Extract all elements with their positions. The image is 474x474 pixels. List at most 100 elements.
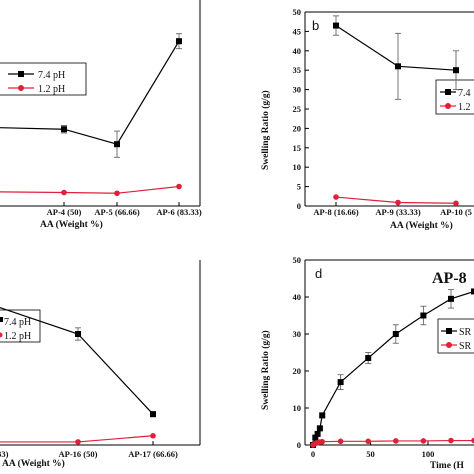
panel-d-xtick-label-1: 50 <box>366 449 375 459</box>
panel-c-xtick-label-1: AP-16 (50) <box>59 449 98 459</box>
panel-d-series-0-point-9 <box>448 295 454 302</box>
panel-a-series-1-line <box>0 185 180 194</box>
panel-d-legend: SR SR <box>441 327 472 352</box>
panel-b-ytick-label-4: 20 <box>293 123 302 133</box>
panel-a-series-1-point-1 <box>61 189 67 196</box>
panel-a-legend-label-ph12: 1.2 pH <box>38 84 65 95</box>
panel-b-ytick-label-5: 25 <box>293 104 302 114</box>
panel-d-legend-marker-sr2 <box>446 342 452 348</box>
panel-d: d AP-8 Time (H Swelling Ratio (g/g) SR S… <box>260 259 474 471</box>
panel-d-legend-box <box>437 318 474 354</box>
panel-a-legend-box <box>0 62 87 96</box>
panel-b-xlabel: AA (Weight %) <box>390 220 453 231</box>
panel-c-legend-label-ph74: 7.4 pH <box>4 317 31 328</box>
panel-a-xtick-label-3: AP-6 (83.33) <box>156 207 201 217</box>
panel-b-series-0-point-0 <box>333 22 339 29</box>
panel-b-xtick-label-0: AP-8 (16.66) <box>313 207 358 217</box>
panel-a-series-0-point-1 <box>61 126 67 133</box>
panel-a-xtick-label-1: AP-4 (50) <box>47 207 82 217</box>
panel-b-legend-marker-12 <box>445 103 451 109</box>
panel-d-ytick-label-5: 50 <box>293 255 302 265</box>
panel-d-xlabel: Time (H <box>430 460 464 471</box>
panel-b-legend-label-12: 1.2 <box>458 102 471 113</box>
panel-c-legend-marker-ph12 <box>0 332 3 338</box>
panel-d-series-0-point-10 <box>471 288 474 295</box>
panel-b-series-0-point-1 <box>395 63 401 70</box>
panel-d-series-0-point-3 <box>316 425 323 432</box>
panel-b-ylabel: Swelling Ratio (g/g) <box>260 90 271 170</box>
panel-d-ytick-label-2: 20 <box>293 366 302 376</box>
panel-d-series-0-point-8 <box>420 312 427 319</box>
panel-d-series-1-point-5 <box>337 438 344 445</box>
panel-c-series-1-point-1 <box>75 439 81 445</box>
panel-d-ytick-label-3: 30 <box>293 329 302 339</box>
panel-c-series-0-point-1 <box>75 331 81 337</box>
panel-d-series-1-point-10 <box>471 437 474 444</box>
panel-b-letter: b <box>312 18 319 33</box>
panel-a-legend-marker-ph74 <box>18 71 24 77</box>
panel-c-series-0-point-2 <box>150 411 156 418</box>
chart-marks: (3.33)AP-4 (50)AP-5 (66.66)AP-6 (83.33)0… <box>0 7 474 459</box>
panel-d-legend-label-sr1: SR <box>459 327 472 338</box>
panel-d-ytick-label-4: 40 <box>293 292 302 302</box>
panel-b-xtick-label-1: AP-9 (33.33) <box>375 207 420 217</box>
panel-b-ytick-label-8: 40 <box>293 46 302 56</box>
panel-d-series-1-point-6 <box>365 438 372 445</box>
panel-c-legend-box <box>0 309 41 343</box>
panel-c-xtick-label-2: AP-17 (66.66) <box>128 449 178 459</box>
panel-a-series-0-point-3 <box>176 38 182 45</box>
panel-d-series-0-point-2 <box>314 430 321 437</box>
panel-b-legend-marker-74 <box>445 89 451 95</box>
panel-a-xlabel: AA (Weight %) <box>40 219 103 230</box>
panel-b-ytick-label-10: 50 <box>293 7 302 17</box>
panel-d-ytick-label-1: 10 <box>293 403 302 413</box>
panel-d-series-0-point-6 <box>365 355 372 362</box>
panel-b-legend: 7.4 1.2 <box>440 88 471 113</box>
panel-d-series-1-point-4 <box>319 438 326 445</box>
panel-d-legend-marker-sr1 <box>446 328 452 334</box>
panel-d-series-0-point-1 <box>312 434 319 441</box>
panel-b-legend-label-74: 7.4 <box>458 88 471 99</box>
panel-b-ytick-label-6: 30 <box>293 85 302 95</box>
panel-d-xtick-label-2: 100 <box>422 449 435 459</box>
panel-d-ytick-label-0: 0 <box>297 440 301 450</box>
panel-b-series-0-point-2 <box>453 67 459 74</box>
panel-d-series-0-point-7 <box>392 331 399 337</box>
panel-a-legend: 7.4 pH 1.2 pH <box>8 70 65 95</box>
panel-c-series-1-point-2 <box>150 432 156 439</box>
panel-a-series-1-point-2 <box>114 190 120 197</box>
panel-d-legend-label-sr2: SR <box>459 341 472 352</box>
panel-d-letter: d <box>315 266 322 281</box>
panel-b-xtick-label-2: AP-10 (5 <box>440 207 472 217</box>
panel-c-xlabel: AA (Weight %) <box>2 458 65 469</box>
panel-b-series-1-point-2 <box>453 200 459 207</box>
panel-d-series-1-point-9 <box>448 437 454 444</box>
panel-a-series-0-line <box>0 40 180 145</box>
panel-d-ylabel: Swelling Ratio (g/g) <box>260 330 271 410</box>
panel-d-title: AP-8 <box>432 270 467 287</box>
panel-b-ytick-label-3: 15 <box>293 143 302 153</box>
panel-a-legend-label-ph74: 7.4 pH <box>38 70 65 81</box>
panel-b-ytick-label-2: 10 <box>293 162 302 172</box>
panel-b-series-1-point-0 <box>333 194 339 200</box>
panel-d-xtick-label-0: 0 <box>311 449 315 459</box>
panel-b-ytick-label-9: 45 <box>293 26 302 36</box>
panel-d-series-1-point-7 <box>393 438 399 444</box>
panel-b-legend-box <box>435 79 474 115</box>
panel-d-series-1-point-8 <box>420 438 427 444</box>
panel-b-ytick-label-1: 5 <box>297 182 301 192</box>
panel-b-ytick-label-0: 0 <box>297 201 301 211</box>
panel-c-legend: 7.4 pH 1.2 pH <box>0 317 31 342</box>
panel-a-series-0-point-2 <box>114 141 120 148</box>
panel-d-series-0-line <box>312 290 474 446</box>
panel-a-legend-marker-ph12 <box>18 85 24 91</box>
panel-a-xtick-label-2: AP-5 (66.66) <box>94 207 139 217</box>
panel-d-series-0-point-4 <box>319 412 326 419</box>
panel-c: AA (Weight %) 7.4 pH 1.2 pH <box>0 260 201 469</box>
panel-c-legend-label-ph12: 1.2 pH <box>4 331 31 342</box>
panel-a-series-1-point-3 <box>176 183 182 190</box>
panel-d-series-0-point-5 <box>337 379 344 386</box>
panel-a: AA (Weight %) 7.4 pH 1.2 pH <box>0 0 201 230</box>
panel-c-legend-marker-ph74 <box>0 317 3 322</box>
